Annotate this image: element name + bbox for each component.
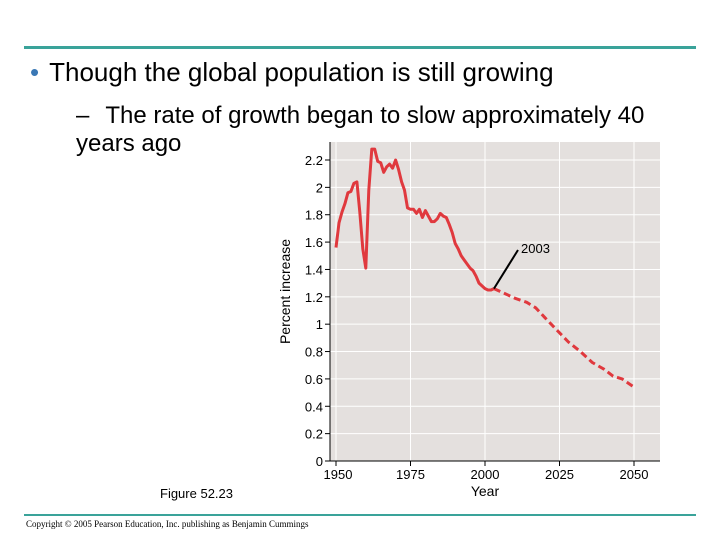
main-bullet: • Though the global population is still g…: [30, 56, 554, 88]
x-tick-label: 2000: [471, 467, 500, 482]
y-tick-label: 2: [316, 180, 323, 195]
sub-bullet-dash: –: [76, 102, 90, 129]
y-axis-title: Percent increase: [277, 239, 293, 344]
y-tick-label: 1.4: [305, 262, 323, 277]
sub-bullet-text: The rate of growth began to slow approxi…: [76, 102, 645, 157]
series-line-projected: [493, 287, 635, 389]
annotation-leader: [493, 249, 519, 290]
y-tick-label: 1: [316, 317, 323, 332]
y-tick-label: 1.6: [305, 235, 323, 250]
y-tick-label: 0.8: [305, 345, 323, 360]
sub-bullet: – The rate of growth began to slow approx…: [76, 102, 676, 158]
y-tick-label: 1.8: [305, 208, 323, 223]
x-tick-label: 2025: [545, 467, 574, 482]
series-line-historical: [334, 147, 495, 292]
bullet-marker: •: [30, 57, 40, 87]
top-rule: [24, 46, 696, 49]
y-tick-label: 0.2: [305, 427, 323, 442]
x-tick-label: 1950: [324, 467, 353, 482]
annotation-label: 2003: [521, 241, 550, 256]
y-tick-label: 2.2: [305, 153, 323, 168]
figure-label: Figure 52.23: [160, 486, 233, 501]
bottom-rule: [24, 514, 696, 516]
y-tick-label: 0: [316, 454, 323, 469]
plot-background: [330, 142, 660, 461]
x-tick-label: 2050: [620, 467, 649, 482]
y-tick-label: 0.6: [305, 372, 323, 387]
x-axis-title: Year: [471, 483, 500, 499]
y-tick-label: 0.4: [305, 399, 323, 414]
y-tick-label: 1.2: [305, 290, 323, 305]
x-tick-label: 1975: [396, 467, 425, 482]
copyright-notice: Copyright © 2005 Pearson Education, Inc.…: [26, 519, 309, 529]
bullet-text: Though the global population is still gr…: [49, 57, 554, 87]
